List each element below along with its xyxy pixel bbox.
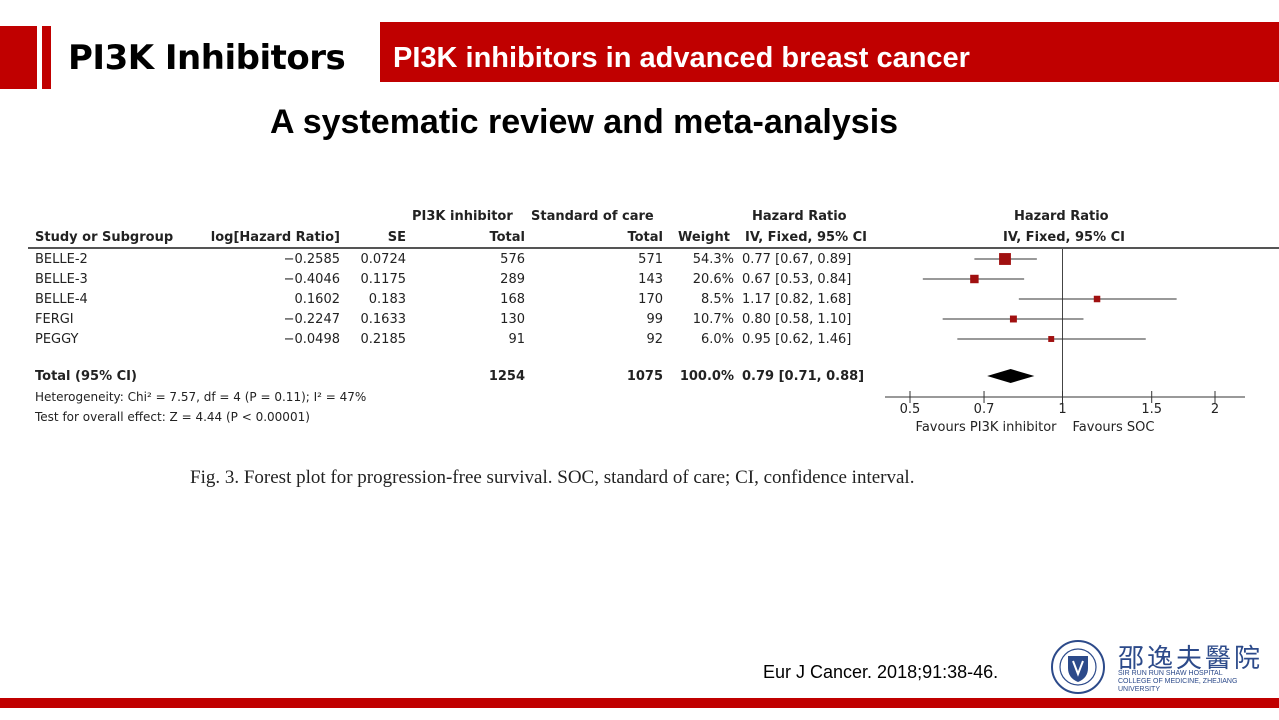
header-pi3k: PI3K inhibitor (412, 209, 513, 224)
se-value: 0.2185 (360, 332, 407, 347)
hospital-logo-icon (1046, 638, 1110, 701)
se-value: 0.183 (368, 292, 406, 307)
banner-text: PI3K inhibitors in advanced breast cance… (393, 42, 970, 74)
hospital-name-cn: 邵逸夫醫院 (1118, 644, 1264, 674)
loghr-value: −0.2247 (283, 312, 340, 327)
loghr-value: −0.2585 (283, 252, 340, 267)
se-value: 0.0724 (360, 252, 407, 267)
pi3k-total-sum: 1254 (488, 369, 525, 384)
header-soc: Standard of care (531, 209, 654, 224)
soc-total: 170 (638, 292, 663, 307)
ci-value: 1.17 [0.82, 1.68] (742, 292, 852, 307)
soc-total: 92 (646, 332, 663, 347)
pi3k-total: 168 (500, 292, 525, 307)
footer-bar (0, 698, 1279, 708)
header-banner (380, 22, 1279, 82)
header-hr: Hazard Ratio (752, 209, 847, 224)
se-value: 0.1633 (360, 312, 407, 327)
header-divider (28, 247, 1279, 249)
header-ci: IV, Fixed, 95% CI (745, 230, 868, 245)
weight-value: 10.7% (692, 312, 734, 327)
citation: Eur J Cancer. 2018;91:38-46. (763, 662, 999, 682)
x-tick-label: 0.5 (900, 402, 921, 417)
overall-effect-text: Test for overall effect: Z = 4.44 (P < 0… (35, 410, 310, 424)
study-marker (1093, 295, 1101, 303)
slide-subtitle: A systematic review and meta-analysis (270, 103, 899, 141)
hospital-name-en: SIR RUN RUN SHAW HOSPITAL COLLEGE OF MED… (1118, 670, 1238, 693)
header-loghr: log[Hazard Ratio] (210, 230, 340, 245)
ci-value: 0.80 [0.58, 1.10] (742, 312, 852, 327)
loghr-value: −0.0498 (283, 332, 340, 347)
favours-right-label: Favours SOC (1073, 420, 1155, 435)
ci-total: 0.79 [0.71, 0.88] (742, 369, 865, 384)
loghr-value: 0.1602 (294, 292, 341, 307)
weight-value: 6.0% (700, 332, 734, 347)
ci-value: 0.95 [0.62, 1.46] (742, 332, 852, 347)
header-weight: Weight (678, 230, 730, 245)
header-hr-plot: Hazard Ratio (1014, 209, 1109, 224)
pi3k-total: 91 (508, 332, 525, 347)
pi3k-total: 576 (500, 252, 525, 267)
soc-total: 143 (638, 272, 663, 287)
soc-total: 99 (646, 312, 663, 327)
weight-value: 20.6% (692, 272, 734, 287)
study-marker (999, 253, 1011, 265)
ci-value: 0.77 [0.67, 0.89] (742, 252, 852, 267)
pooled-diamond (987, 369, 1035, 383)
study-name: BELLE-3 (35, 272, 88, 287)
soc-total-sum: 1075 (626, 369, 663, 384)
forest-plot: PI3K inhibitor Standard of care Hazard R… (0, 200, 1279, 450)
study-name: PEGGY (35, 332, 79, 347)
heterogeneity-text: Heterogeneity: Chi² = 7.57, df = 4 (P = … (35, 390, 367, 404)
weight-value: 54.3% (692, 252, 734, 267)
weight-total: 100.0% (679, 369, 734, 384)
header-se: SE (387, 230, 406, 245)
study-marker (1048, 336, 1055, 342)
study-name: BELLE-2 (35, 252, 88, 267)
title-accent-bar-thin (42, 26, 51, 89)
x-tick-label: 1 (1058, 402, 1066, 417)
figure-caption: Fig. 3. Forest plot for progression-free… (190, 467, 915, 488)
forest-plot-graphic: 0.5 0.7 1 1.5 2 Favours PI3K inhibitor Favours… (885, 249, 1245, 435)
se-value: 0.1175 (360, 272, 407, 287)
slide-title: PI3K Inhibitors (68, 38, 346, 78)
soc-total: 571 (638, 252, 663, 267)
weight-value: 8.5% (700, 292, 734, 307)
study-marker (1009, 315, 1017, 323)
loghr-value: −0.4046 (283, 272, 340, 287)
x-tick-label: 0.7 (974, 402, 995, 417)
header-ci-plot: IV, Fixed, 95% CI (1003, 230, 1126, 245)
title-accent-bar (0, 26, 37, 89)
pi3k-total: 289 (500, 272, 525, 287)
favours-left-label: Favours PI3K inhibitor (916, 420, 1058, 435)
pi3k-total: 130 (500, 312, 525, 327)
header-soc-total: Total (627, 230, 663, 245)
ci-value: 0.67 [0.53, 0.84] (742, 272, 852, 287)
x-tick-label: 1.5 (1141, 402, 1162, 417)
header-study: Study or Subgroup (35, 230, 174, 245)
study-name: FERGI (35, 312, 74, 327)
study-name: BELLE-4 (35, 292, 88, 307)
x-tick-label: 2 (1211, 402, 1219, 417)
header-pi3k-total: Total (489, 230, 525, 245)
total-label: Total (95% CI) (35, 369, 137, 384)
study-marker (970, 274, 979, 284)
